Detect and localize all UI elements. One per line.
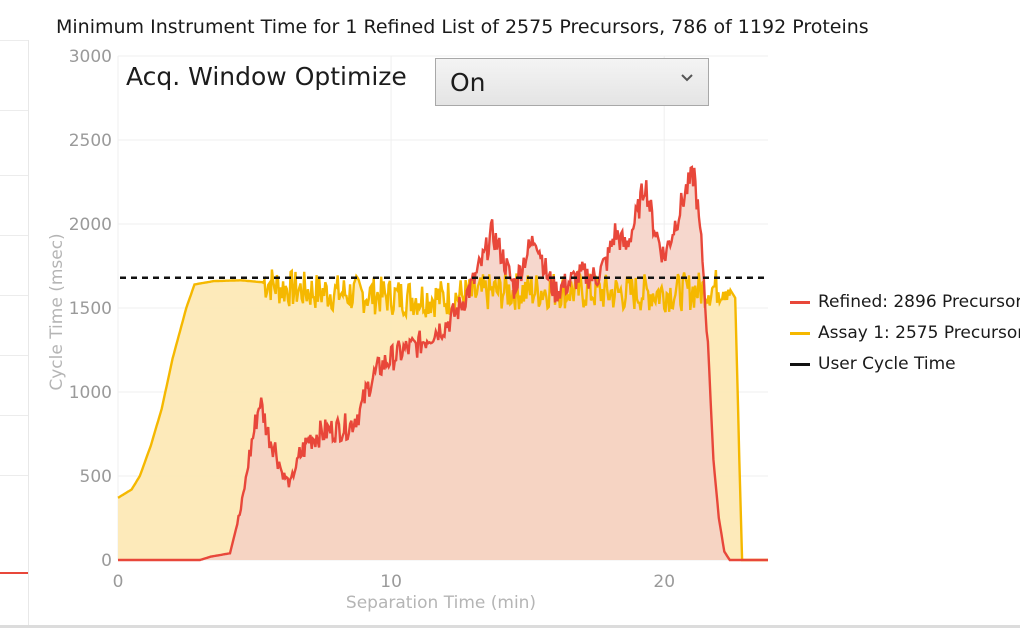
x-tick-label: 0 (113, 572, 124, 592)
assay-series-line (117, 268, 768, 562)
legend-swatch (790, 363, 810, 366)
x-tick-label: 20 (653, 572, 675, 592)
acq-window-optimize-label: Acq. Window Optimize (126, 62, 407, 91)
x-axis-label: Separation Time (min) (346, 593, 536, 613)
legend-label: Assay 1: 2575 Precursors (818, 323, 1020, 343)
y-tick-label: 1500 (69, 299, 112, 319)
legend-swatch (790, 301, 810, 304)
refined-series-line (118, 165, 768, 562)
acq-window-optimize-value: On (450, 68, 486, 97)
chart-title: Minimum Instrument Time for 1 Refined Li… (56, 16, 869, 38)
y-tick-label: 1000 (69, 383, 112, 403)
window-bottom-border (0, 625, 1020, 628)
chevron-down-icon (681, 74, 693, 82)
y-tick-label: 0 (101, 551, 112, 571)
y-tick-label: 2500 (69, 131, 112, 151)
series-marker-fragment (0, 572, 28, 574)
y-axis-label: Cycle Time (msec) (47, 233, 67, 390)
x-tick-label: 10 (380, 572, 402, 592)
y-tick-label: 3000 (69, 47, 112, 67)
legend-label: User Cycle Time (818, 354, 956, 374)
legend-swatch (790, 332, 810, 335)
y-tick-label: 2000 (69, 215, 112, 235)
y-tick-label: 500 (80, 467, 112, 487)
left-panel-strip (0, 40, 29, 628)
acq-window-optimize-select[interactable]: On (435, 58, 709, 106)
legend-label: Refined: 2896 Precursors (818, 292, 1020, 312)
